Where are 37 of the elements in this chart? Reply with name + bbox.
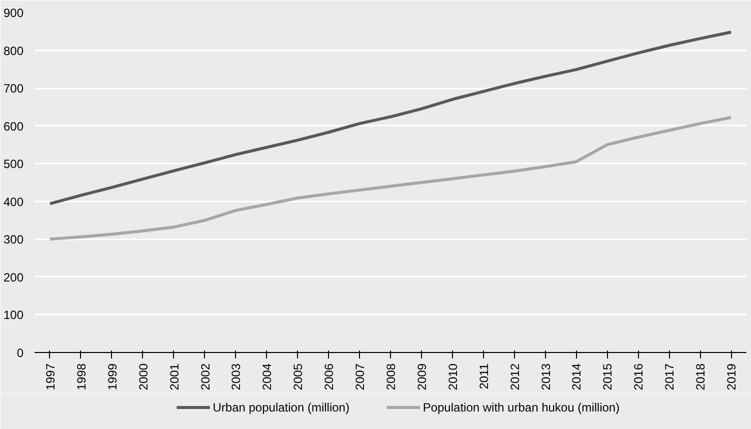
x-tick-label: 2001 (167, 363, 182, 390)
x-tick-label: 2000 (136, 363, 150, 390)
x-tick-label: 2011 (476, 363, 491, 390)
y-tick-label: 300 (3, 232, 24, 247)
x-tick-label: 2006 (322, 363, 336, 390)
x-tick-label: 2002 (198, 363, 212, 390)
x-tick-label: 2004 (260, 363, 274, 390)
y-tick-label: 500 (3, 157, 24, 172)
x-tick-label: 1997 (43, 363, 58, 390)
x-tick-label: 2010 (446, 363, 460, 390)
line-series (48, 30, 733, 206)
x-tick-label: 1999 (105, 363, 120, 390)
legend-label: Population with urban hukou (million) (422, 400, 620, 414)
line-series (48, 116, 733, 241)
x-tick-label: 2013 (538, 363, 553, 390)
y-tick-label: 200 (3, 270, 24, 284)
x-tick-label: 2017 (662, 363, 677, 390)
y-tick-label: 900 (3, 6, 24, 20)
x-tick-label: 2005 (291, 363, 306, 390)
legend-label: Urban population (million) (212, 400, 350, 414)
y-tick-label: 100 (3, 308, 24, 322)
x-tick-label: 2015 (600, 363, 615, 390)
y-tick-label: 400 (3, 194, 24, 209)
y-tick-label: 700 (3, 82, 24, 96)
x-tick-label: 2012 (508, 363, 522, 390)
x-tick-label: 2018 (694, 363, 708, 390)
x-tick-label: 2008 (384, 363, 398, 390)
y-tick-label: 800 (3, 44, 24, 58)
x-tick-label: 2019 (724, 363, 739, 390)
x-tick-label: 2014 (570, 363, 584, 390)
x-tick-label: 2009 (414, 363, 429, 390)
x-tick-label: 1998 (74, 363, 88, 390)
x-tick-label: 2003 (229, 363, 244, 390)
x-tick-label: 2007 (353, 363, 368, 390)
y-tick-label: 600 (3, 119, 24, 134)
y-tick-label: 0 (16, 346, 24, 360)
x-tick-label: 2016 (632, 363, 646, 390)
